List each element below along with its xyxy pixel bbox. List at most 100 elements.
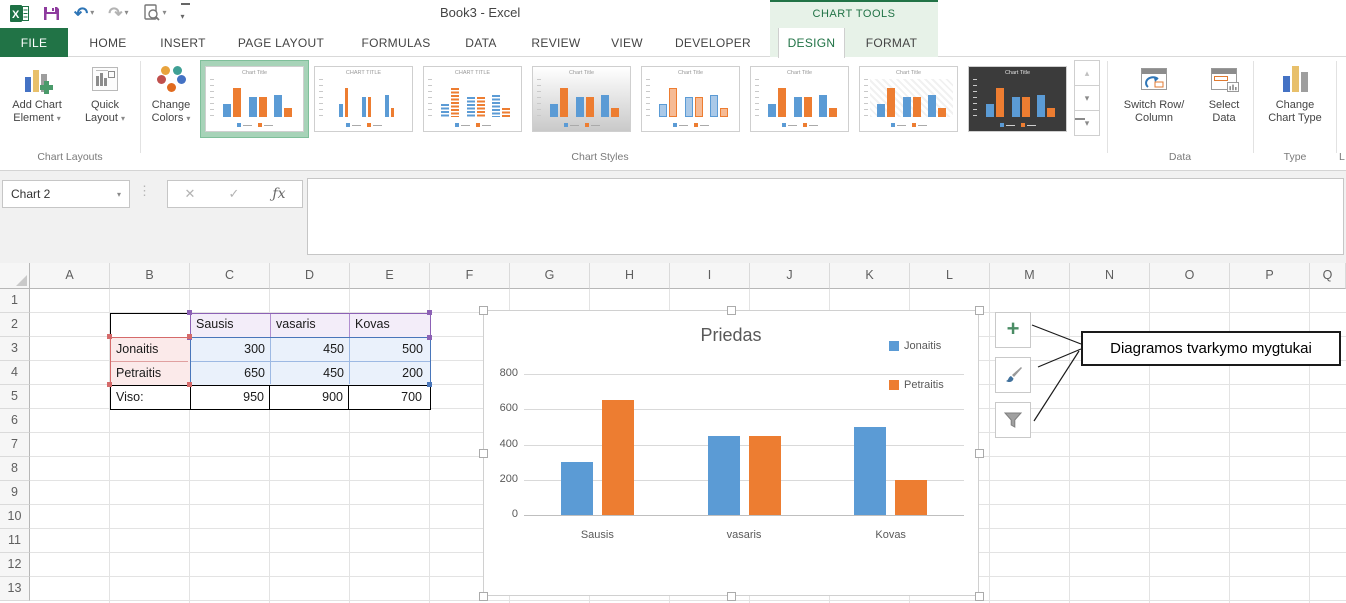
- row-header-1[interactable]: 1: [0, 289, 30, 313]
- chart-style-thumbnail[interactable]: Chart Title: [200, 60, 309, 138]
- chart-style-thumbnail[interactable]: Chart Title: [854, 60, 963, 138]
- chart-style-thumbnail[interactable]: Chart Title: [745, 60, 854, 138]
- chart-style-thumbnail[interactable]: Chart Title: [527, 60, 636, 138]
- column-header-A[interactable]: A: [30, 263, 110, 289]
- table-cell[interactable]: vasaris: [270, 314, 349, 337]
- table-cell[interactable]: 700: [348, 386, 427, 409]
- cell-B2[interactable]: [110, 313, 191, 338]
- column-header-D[interactable]: D: [270, 263, 350, 289]
- tab-page-layout[interactable]: PAGE LAYOUT: [237, 35, 325, 50]
- column-header-F[interactable]: F: [430, 263, 510, 289]
- range-handle[interactable]: [187, 334, 192, 339]
- quick-layout-button[interactable]: Quick Layout ▾: [74, 61, 136, 153]
- switch-row-column-button[interactable]: Switch Row/ Column: [1112, 61, 1196, 153]
- bar-petraitis-kovas[interactable]: [895, 479, 928, 515]
- column-header-J[interactable]: J: [750, 263, 830, 289]
- select-data-button[interactable]: Select Data: [1198, 61, 1250, 153]
- column-header-E[interactable]: E: [350, 263, 430, 289]
- undo-caret-icon[interactable]: ▾: [90, 8, 95, 18]
- chart-selection-handle[interactable]: [478, 591, 488, 601]
- column-header-P[interactable]: P: [1230, 263, 1310, 289]
- select-all-corner[interactable]: [0, 263, 30, 289]
- column-header-C[interactable]: C: [190, 263, 270, 289]
- row-header-9[interactable]: 9: [0, 481, 30, 505]
- legend-item-petraitis[interactable]: Petraitis: [889, 379, 944, 391]
- bar-petraitis-sausis[interactable]: [601, 400, 634, 515]
- chart-style-thumbnail[interactable]: Chart Title: [963, 60, 1072, 138]
- table-cell[interactable]: 450: [270, 362, 349, 384]
- print-preview-caret-icon[interactable]: ▾: [162, 8, 167, 18]
- table-cell[interactable]: 950: [190, 386, 269, 409]
- name-box-caret-icon[interactable]: ▾: [116, 190, 121, 199]
- range-handle[interactable]: [427, 382, 432, 387]
- bar-petraitis-vasaris[interactable]: [748, 435, 781, 515]
- change-chart-type-button[interactable]: Change Chart Type: [1257, 61, 1333, 153]
- chart-selection-handle[interactable]: [478, 448, 488, 458]
- tab-insert[interactable]: INSERT: [160, 35, 206, 50]
- chart-selection-handle[interactable]: [726, 591, 736, 601]
- enter-icon[interactable]: ✓: [228, 186, 240, 201]
- redo-button[interactable]: ↷ ▾: [108, 5, 128, 22]
- column-header-N[interactable]: N: [1070, 263, 1150, 289]
- chart-style-thumbnail[interactable]: Chart Title: [636, 60, 745, 138]
- add-chart-element-button[interactable]: Add Chart Element ▾: [2, 61, 72, 153]
- tab-data[interactable]: DATA: [465, 35, 497, 50]
- legend-item-jonaitis[interactable]: Jonaitis: [889, 340, 941, 352]
- formula-input[interactable]: [307, 178, 1344, 255]
- column-header-K[interactable]: K: [830, 263, 910, 289]
- redo-caret-icon[interactable]: ▾: [124, 8, 129, 18]
- table-cell[interactable]: Petraitis: [111, 361, 188, 384]
- column-header-G[interactable]: G: [510, 263, 590, 289]
- range-handle[interactable]: [107, 334, 112, 339]
- row-header-11[interactable]: 11: [0, 529, 30, 553]
- chart-styles-button[interactable]: [995, 357, 1031, 393]
- tab-developer[interactable]: DEVELOPER: [674, 35, 752, 50]
- row-header-8[interactable]: 8: [0, 457, 30, 481]
- range-handle[interactable]: [187, 310, 192, 315]
- row-header-7[interactable]: 7: [0, 433, 30, 457]
- chart-title[interactable]: Priedas: [700, 325, 762, 345]
- table-cell[interactable]: 500: [349, 338, 428, 361]
- chart-object[interactable]: Priedas 800 600 400 200 0 Sausis vasaris Kovas J…: [483, 310, 979, 596]
- totals-range[interactable]: Viso: 950 900 700: [110, 385, 431, 410]
- print-preview-button[interactable]: ▾: [143, 4, 167, 22]
- name-box[interactable]: Chart 2 ▾: [2, 180, 130, 208]
- chart-series-name-range[interactable]: Jonaitis Petraitis: [110, 337, 191, 386]
- column-header-O[interactable]: O: [1150, 263, 1230, 289]
- table-cell[interactable]: Sausis: [196, 317, 234, 331]
- row-header-2[interactable]: 2: [0, 313, 30, 337]
- table-cell[interactable]: 300: [244, 342, 265, 356]
- chart-elements-button[interactable]: +: [995, 312, 1031, 348]
- row-header-13[interactable]: 13: [0, 577, 30, 601]
- range-handle[interactable]: [187, 382, 192, 387]
- chart-filters-button[interactable]: [995, 402, 1031, 438]
- gallery-scroll-up-button[interactable]: ▴: [1074, 60, 1100, 86]
- insert-function-icon[interactable]: ƒx: [272, 186, 286, 202]
- column-header-I[interactable]: I: [670, 263, 750, 289]
- save-icon[interactable]: [43, 5, 60, 22]
- tab-format[interactable]: FORMAT: [865, 35, 918, 50]
- column-header-Q[interactable]: Q: [1310, 263, 1346, 289]
- chart-selection-handle[interactable]: [974, 448, 984, 458]
- tab-review[interactable]: REVIEW: [531, 35, 581, 50]
- column-header-B[interactable]: B: [110, 263, 190, 289]
- table-cell[interactable]: 900: [269, 386, 348, 409]
- tab-home[interactable]: HOME: [89, 35, 127, 50]
- row-header-12[interactable]: 12: [0, 553, 30, 577]
- chart-category-range[interactable]: Sausis vasaris Kovas: [190, 313, 431, 338]
- chart-selection-handle[interactable]: [974, 305, 984, 315]
- tab-view[interactable]: VIEW: [611, 35, 643, 50]
- tab-formulas[interactable]: FORMULAS: [361, 35, 431, 50]
- range-handle[interactable]: [427, 335, 432, 340]
- table-cell[interactable]: 450: [270, 338, 349, 361]
- table-cell[interactable]: 200: [349, 362, 428, 384]
- tab-file[interactable]: FILE: [0, 28, 68, 57]
- chart-style-thumbnail[interactable]: CHART TITLE: [418, 60, 527, 138]
- chart-selection-handle[interactable]: [478, 305, 488, 315]
- column-header-H[interactable]: H: [590, 263, 670, 289]
- column-header-L[interactable]: L: [910, 263, 990, 289]
- excel-logo-icon[interactable]: X: [10, 4, 29, 23]
- row-header-3[interactable]: 3: [0, 337, 30, 361]
- chart-style-thumbnail[interactable]: CHART TITLE: [309, 60, 418, 138]
- row-header-4[interactable]: 4: [0, 361, 30, 385]
